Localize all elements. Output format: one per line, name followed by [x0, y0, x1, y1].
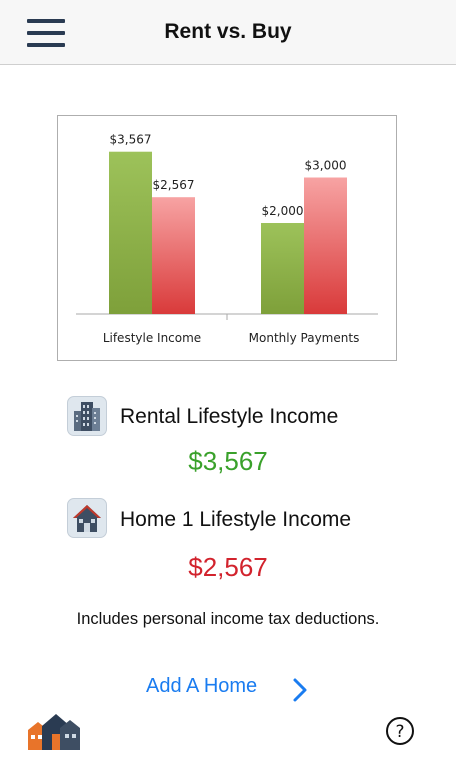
- page-title: Rent vs. Buy: [164, 20, 292, 43]
- bar-1-1: [304, 177, 347, 314]
- category-label-0: Lifestyle Income: [103, 331, 201, 345]
- bar-0-1: [152, 197, 195, 314]
- add-home-button[interactable]: Add A Home: [146, 675, 307, 705]
- home-income-label: Home 1 Lifestyle Income: [120, 508, 352, 531]
- data-label-1-1: $3,000: [305, 159, 347, 173]
- add-home-label: Add A Home: [146, 675, 258, 697]
- bar-1-0: [261, 223, 304, 314]
- rental-income-value: $3,567: [188, 446, 268, 476]
- tax-note: Includes personal income tax deductions.: [76, 610, 380, 628]
- house-icon: [67, 498, 107, 538]
- data-label-1-0: $2,000: [262, 204, 304, 218]
- category-label-1: Monthly Payments: [249, 331, 360, 345]
- chevron-right-icon: [293, 678, 307, 702]
- bar-chart-svg: $3,567 $2,567 Lifestyle Income $2,000 $3,000…: [76, 133, 378, 345]
- help-glyph: ?: [395, 722, 404, 742]
- data-label-0-0: $3,567: [110, 133, 152, 147]
- hamburger-menu-icon[interactable]: [27, 19, 65, 47]
- rent-vs-buy-chart: $3,567 $2,567 Lifestyle Income $2,000 $3,000…: [57, 115, 397, 361]
- nav-bar: Rent vs. Buy: [0, 0, 456, 65]
- help-circle-icon[interactable]: ?: [385, 716, 415, 746]
- houses-logo-icon: [26, 708, 82, 754]
- bar-0-0: [109, 151, 152, 314]
- rental-income-label: Rental Lifestyle Income: [120, 405, 339, 428]
- apartment-building-icon: [67, 396, 107, 436]
- home-income-value: $2,567: [188, 552, 268, 582]
- data-label-0-1: $2,567: [153, 178, 195, 192]
